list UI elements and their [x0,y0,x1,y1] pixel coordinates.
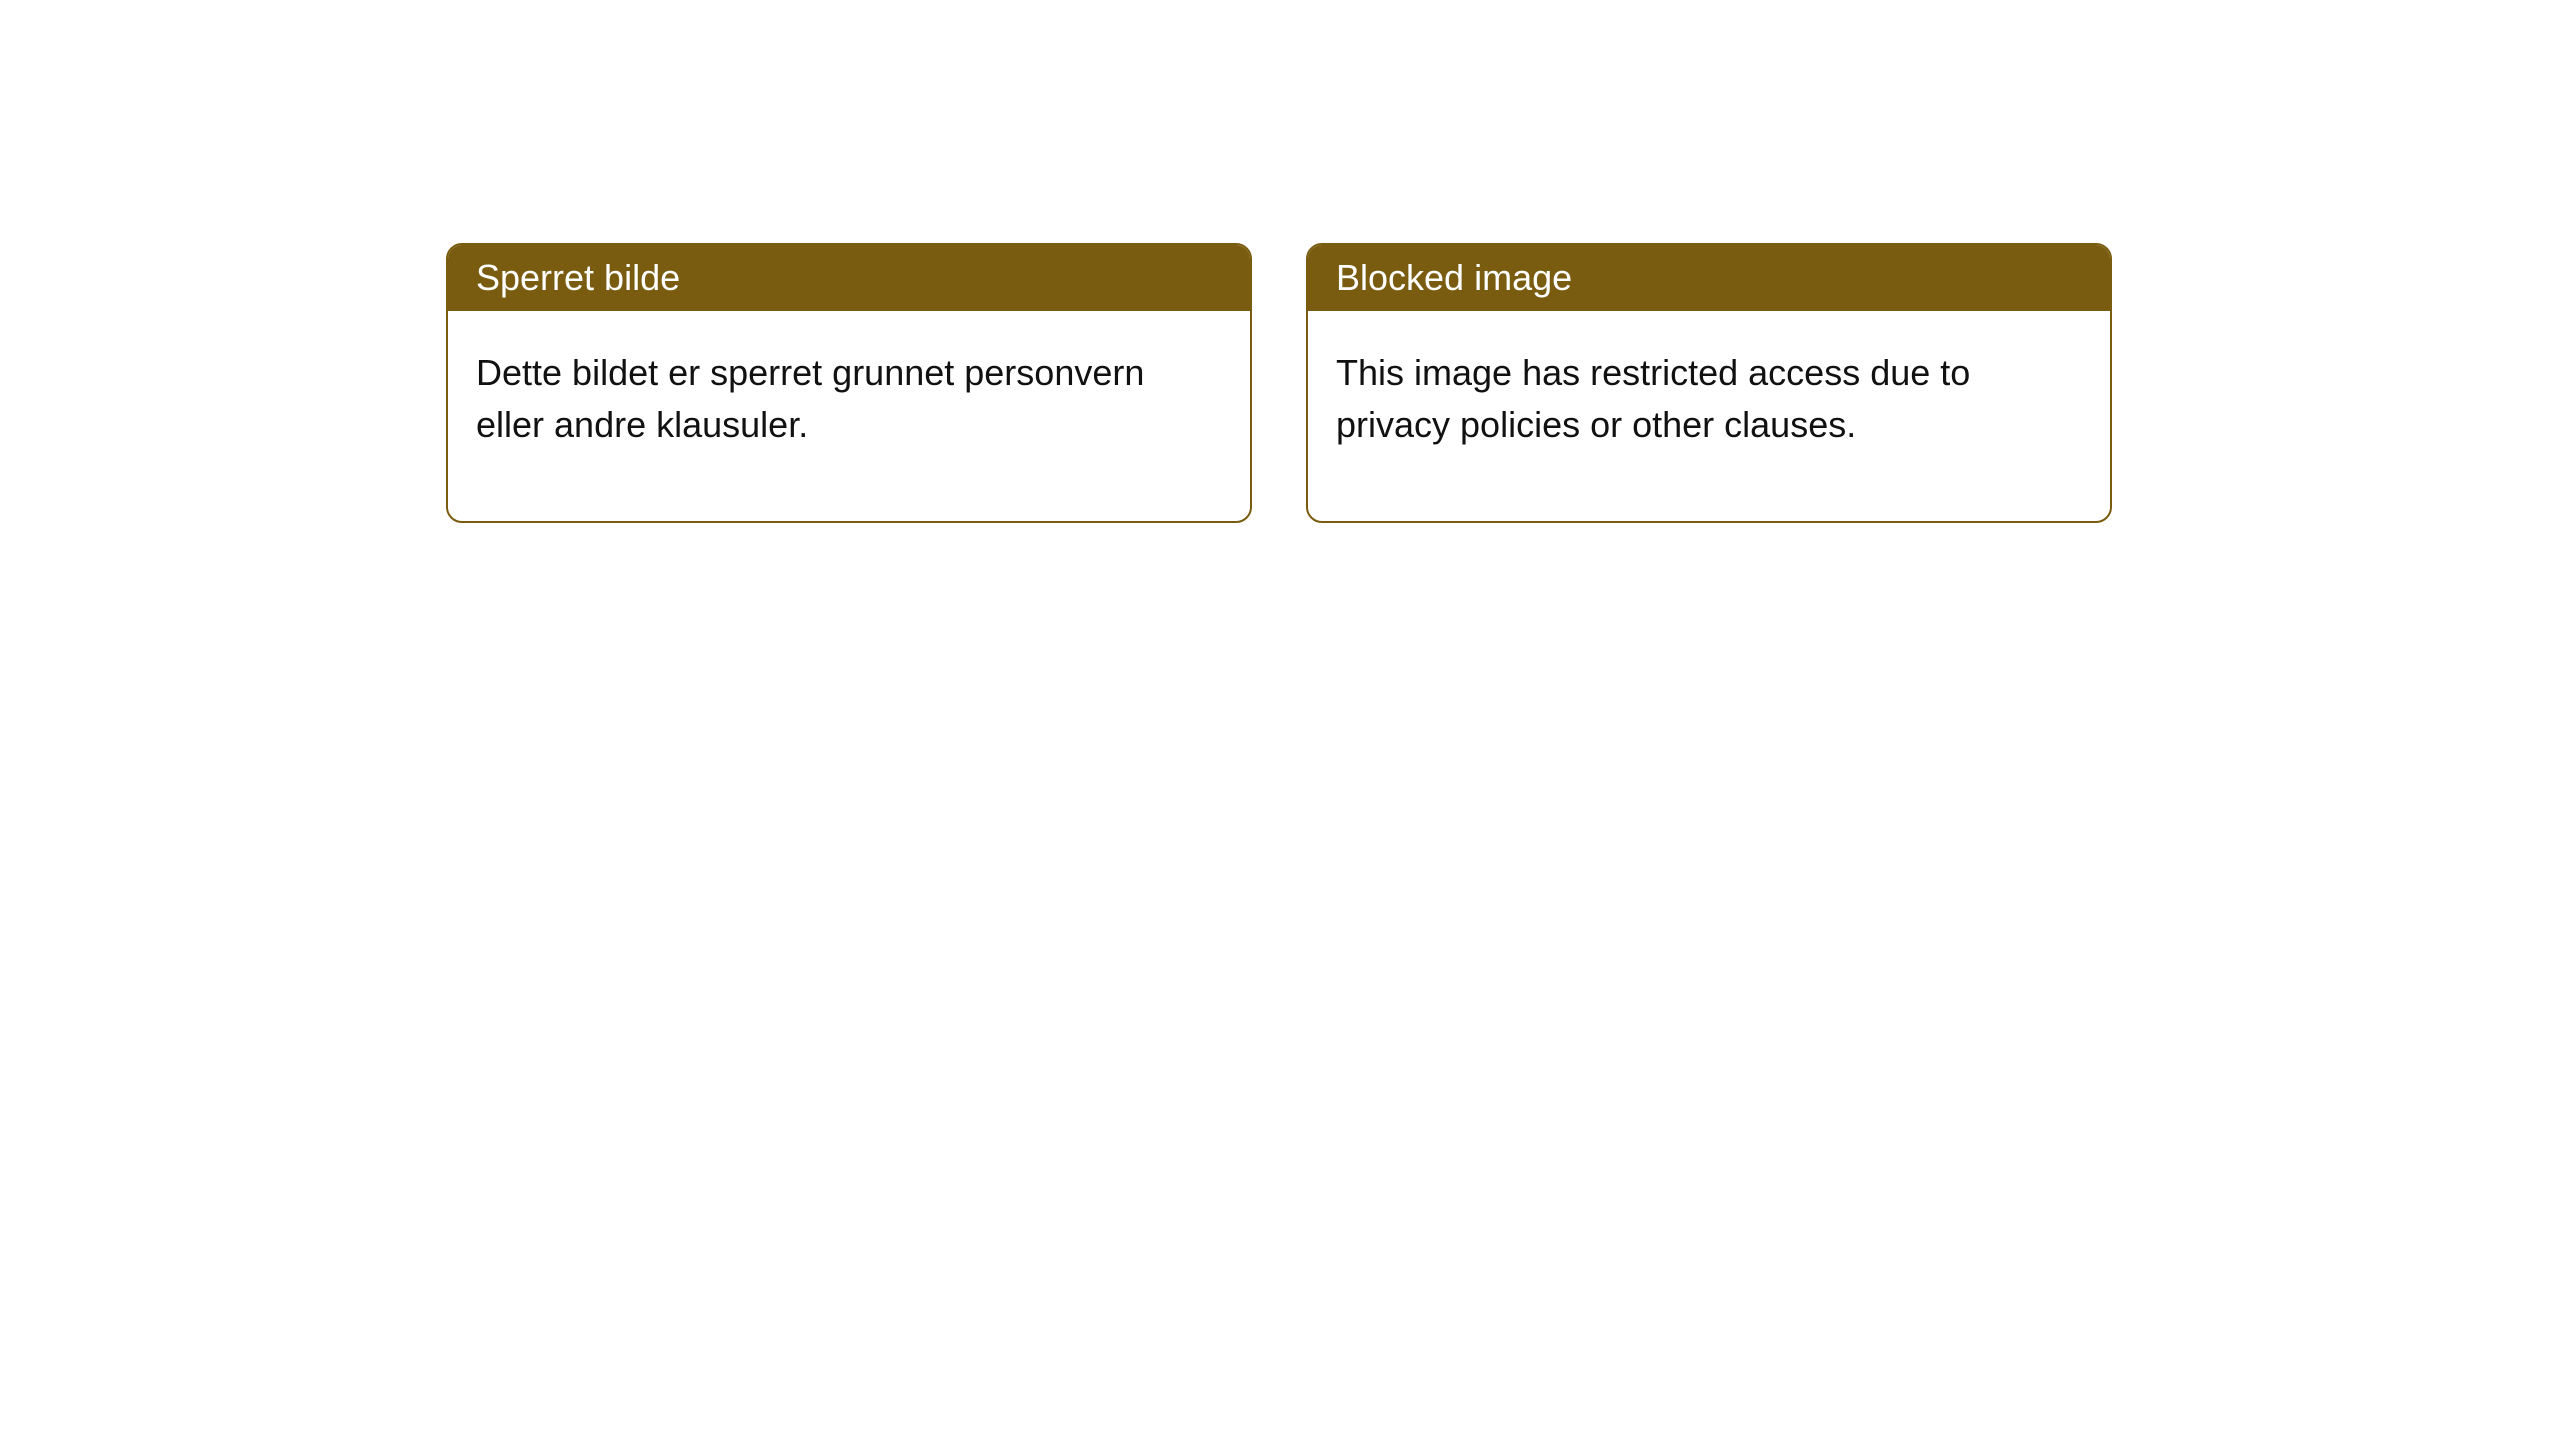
card-header: Sperret bilde [448,245,1250,311]
card-body-text: This image has restricted access due to … [1336,352,1970,445]
card-body: This image has restricted access due to … [1308,311,2110,521]
notice-card-english: Blocked image This image has restricted … [1306,243,2112,523]
card-header: Blocked image [1308,245,2110,311]
notice-card-norwegian: Sperret bilde Dette bildet er sperret gr… [446,243,1252,523]
card-body-text: Dette bildet er sperret grunnet personve… [476,352,1144,445]
card-title: Blocked image [1336,257,1572,298]
notice-cards-container: Sperret bilde Dette bildet er sperret gr… [446,243,2112,523]
card-body: Dette bildet er sperret grunnet personve… [448,311,1250,521]
card-title: Sperret bilde [476,257,680,298]
